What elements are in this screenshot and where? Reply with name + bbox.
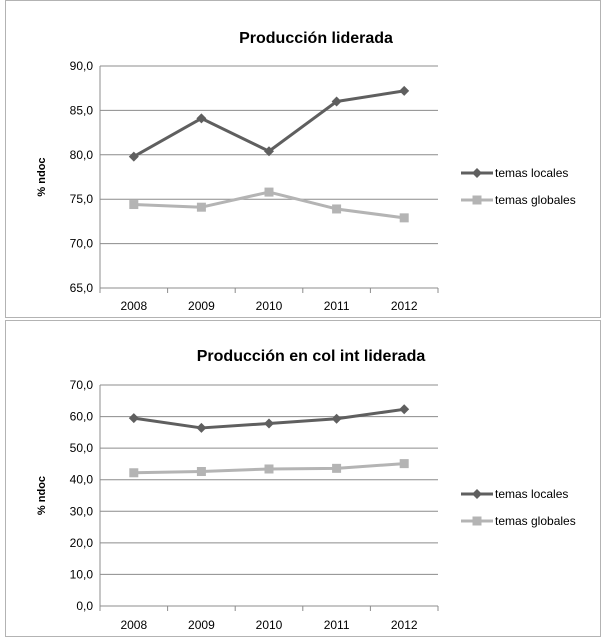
y-tick-label: 30,0 bbox=[70, 504, 94, 518]
data-point-temas-locales bbox=[196, 113, 207, 124]
x-tick-label: 2011 bbox=[324, 618, 350, 632]
y-tick-label: 65,0 bbox=[70, 281, 94, 295]
y-tick-label: 40,0 bbox=[70, 473, 94, 487]
chart-1-svg: Producción liderada 65,0 70,0 75,0 80,0 85,0 9… bbox=[36, 30, 576, 313]
legend-marker-temas-locales bbox=[472, 489, 482, 499]
x-tick-label: 2011 bbox=[324, 299, 350, 313]
y-tick-label: 20,0 bbox=[70, 536, 94, 550]
x-tick-label: 2009 bbox=[188, 299, 215, 313]
x-tick-label: 2008 bbox=[120, 299, 147, 313]
legend-label-temas-locales: temas locales bbox=[495, 166, 568, 180]
data-point-temas-globales bbox=[129, 468, 139, 478]
legend-marker-temas-locales bbox=[472, 168, 482, 178]
data-point-temas-globales bbox=[399, 213, 409, 223]
chart-2-svg: Producción en col int liderada 0,0 10,0 20,… bbox=[36, 348, 576, 632]
data-point-temas-locales bbox=[331, 96, 342, 107]
data-point-temas-globales bbox=[129, 200, 139, 210]
x-tick-label: 2010 bbox=[256, 299, 283, 313]
chart-produccion-liderada: Producción liderada 65,0 70,0 75,0 80,0 85,0 9… bbox=[5, 0, 601, 318]
data-point-temas-globales bbox=[264, 464, 274, 474]
y-tick-label: 80,0 bbox=[70, 148, 94, 162]
y-tick-label: 10,0 bbox=[70, 567, 94, 581]
y-tick-label: 60,0 bbox=[70, 410, 94, 424]
legend-marker-temas-globales bbox=[472, 195, 482, 205]
data-point-temas-locales bbox=[264, 418, 274, 429]
data-point-temas-globales bbox=[196, 467, 206, 477]
y-tick-label: 90,0 bbox=[70, 59, 94, 73]
legend-label-temas-globales: temas globales bbox=[495, 193, 576, 207]
legend-label-temas-globales: temas globales bbox=[495, 514, 576, 528]
x-tick-label: 2012 bbox=[391, 299, 418, 313]
chart-title: Producción liderada bbox=[239, 30, 393, 47]
data-point-temas-locales bbox=[264, 146, 274, 157]
data-point-temas-locales bbox=[399, 404, 410, 415]
data-point-temas-globales bbox=[332, 204, 342, 214]
data-point-temas-globales bbox=[196, 202, 206, 212]
data-point-temas-locales bbox=[399, 85, 410, 96]
data-point-temas-globales bbox=[332, 463, 342, 473]
chart-title: Producción en col int liderada bbox=[197, 348, 426, 365]
y-tick-label: 0,0 bbox=[76, 599, 93, 613]
x-tick-label: 2010 bbox=[256, 618, 283, 632]
legend-marker-temas-globales bbox=[472, 516, 482, 526]
y-tick-label: 85,0 bbox=[70, 103, 94, 117]
y-tick-label: 50,0 bbox=[70, 441, 94, 455]
data-point-temas-globales bbox=[399, 459, 409, 469]
data-point-temas-locales bbox=[128, 413, 139, 424]
chart-produccion-col-int-liderada: Producción en col int liderada 0,0 10,0 20,… bbox=[5, 320, 601, 637]
data-point-temas-locales bbox=[331, 413, 342, 424]
y-axis-label: % ndoc bbox=[36, 157, 48, 196]
x-tick-label: 2012 bbox=[391, 618, 418, 632]
data-point-temas-globales bbox=[264, 187, 274, 197]
x-tick-label: 2009 bbox=[188, 618, 215, 632]
y-tick-label: 70,0 bbox=[70, 378, 94, 392]
x-tick-label: 2008 bbox=[120, 618, 147, 632]
y-axis-label: % ndoc bbox=[36, 476, 48, 515]
legend-label-temas-locales: temas locales bbox=[495, 487, 568, 501]
data-point-temas-locales bbox=[196, 422, 207, 433]
data-point-temas-locales bbox=[128, 151, 139, 162]
y-tick-label: 70,0 bbox=[70, 237, 94, 251]
y-tick-label: 75,0 bbox=[70, 192, 94, 206]
